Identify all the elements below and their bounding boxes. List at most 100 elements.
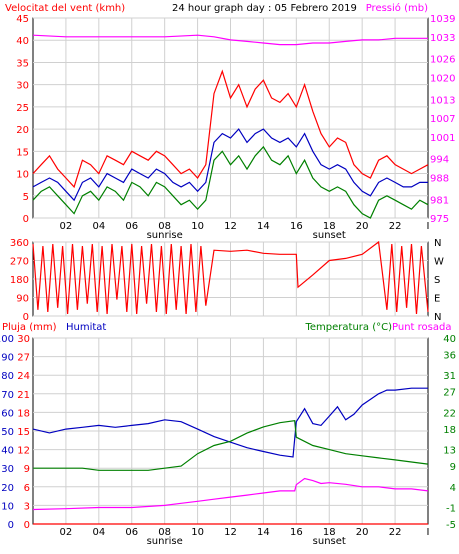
dew-point-legend: Punt rosada — [392, 322, 451, 333]
humidity-tick: 20 — [1, 483, 14, 494]
weather-temperature-line — [33, 420, 429, 471]
wind-panel-tick-label: 18 — [323, 221, 336, 232]
wind-gust-line — [32, 69, 429, 189]
compass-label: W — [434, 257, 444, 268]
compass-label: N — [434, 312, 441, 323]
temperature-legend: Temperatura (°C) — [304, 322, 392, 333]
rain-tick: 18 — [17, 408, 30, 419]
humidity-tick: 10 — [1, 501, 14, 512]
direction-tick: 180 — [10, 275, 29, 286]
temperature-tick: -5 — [446, 520, 456, 531]
wind-panel-tick-label: 02 — [60, 221, 73, 232]
wind-speed-tick: 25 — [16, 103, 29, 114]
humidity-legend: Humitat — [66, 322, 106, 333]
temperature-tick: 4 — [450, 483, 456, 494]
humidity-panel-tick-label: 02 — [60, 527, 73, 538]
wind-speed-title: Velocitat del vent (kmh) — [5, 3, 125, 14]
compass-label: N — [434, 238, 441, 249]
pressure-tick: 975 — [430, 214, 449, 225]
pressure-tick: 1026 — [430, 55, 455, 66]
rain-tick: 12 — [17, 446, 30, 457]
temperature-tick: 13 — [443, 446, 456, 457]
rain-tick: 3 — [24, 501, 30, 512]
humidity-panel-tick-label: 10 — [191, 527, 204, 538]
wind-speed-tick: 5 — [23, 192, 29, 203]
pressure-tick: 994 — [430, 155, 449, 166]
weather-humidity-line — [32, 387, 428, 458]
humidity-panel-tick-label: I — [427, 527, 430, 538]
wind-speed-tick: 15 — [16, 147, 29, 158]
pressure-tick: 1020 — [430, 73, 455, 84]
wind-speed-tick: 0 — [23, 214, 29, 225]
rain-tick: 24 — [17, 371, 30, 382]
humidity-tick: 40 — [1, 446, 14, 457]
wind-speed-tick: 30 — [16, 81, 29, 92]
compass-label: S — [434, 275, 440, 286]
wind-speed-line — [32, 145, 429, 219]
humidity-tick: 0 — [8, 520, 14, 531]
wind-panel-tick-label: 20 — [356, 221, 369, 232]
temperature-tick: 40 — [443, 334, 456, 345]
wind-pressure-line — [32, 34, 428, 46]
pressure-tick: 1039 — [430, 14, 455, 25]
rain-tick: 6 — [24, 483, 30, 494]
humidity-panel-tick-label: 14 — [257, 527, 270, 538]
rain-tick: 0 — [24, 520, 30, 531]
direction-tick: 270 — [10, 257, 29, 268]
wind-speed-tick: 40 — [16, 36, 29, 47]
wind-panel-tick-label: 10 — [191, 221, 204, 232]
humidity-tick: 30 — [1, 464, 14, 475]
humidity-tick: 80 — [1, 371, 14, 382]
temperature-tick: 22 — [443, 408, 456, 419]
rain-tick: 9 — [24, 464, 30, 475]
rain-tick: 30 — [17, 334, 30, 345]
humidity-tick: 90 — [1, 353, 14, 364]
wind-panel-tick-label: I — [427, 221, 430, 232]
humidity-tick: 70 — [1, 390, 14, 401]
wind-panel-tick-label: 06 — [125, 221, 138, 232]
pressure-tick: 988 — [430, 173, 449, 184]
direction-tick: 90 — [16, 294, 29, 305]
graph-day-title: 24 hour graph day : 05 Febrero 2019 — [172, 3, 357, 14]
wind-speed-tick: 35 — [16, 58, 29, 69]
wind-average-line — [32, 128, 428, 202]
compass-label: E — [434, 294, 440, 305]
humidity-panel-tick-label: 18 — [323, 527, 336, 538]
temperature-tick: 27 — [443, 388, 456, 399]
rain-legend: Pluja (mm) — [2, 322, 57, 333]
temperature-tick: 31 — [443, 371, 456, 382]
wind-panel-tick-label: 16 — [290, 221, 303, 232]
humidity-panel-sunset-label: sunset — [313, 536, 346, 547]
humidity-tick: 100 — [0, 334, 14, 345]
pressure-title: Pressió (mb) — [366, 2, 428, 14]
wind-speed-tick: 20 — [16, 125, 29, 136]
humidity-panel-tick-label: 06 — [125, 527, 138, 538]
pressure-tick: 1001 — [430, 133, 455, 144]
pressure-tick: 981 — [430, 195, 449, 206]
humidity-panel-tick-label: 22 — [389, 527, 402, 538]
humidity-panel-tick-label: 08 — [158, 527, 171, 538]
rain-tick: 15 — [17, 427, 30, 438]
wind-panel-tick-label: 12 — [224, 221, 237, 232]
direction-tick: 0 — [23, 312, 29, 323]
wind-panel-tick-label: 04 — [92, 221, 105, 232]
pressure-tick: 1007 — [430, 114, 455, 125]
humidity-panel-tick-label: 12 — [224, 527, 237, 538]
weather-dew_point-line — [32, 477, 429, 511]
wind-panel-tick-label: 14 — [257, 221, 270, 232]
wind-panel-tick-label: 08 — [158, 221, 171, 232]
wind-panel-tick-label: 22 — [389, 221, 402, 232]
wind-panel-sunset-label: sunset — [313, 230, 346, 241]
wind-direction-line — [32, 240, 429, 314]
temperature-tick: 9 — [450, 462, 456, 473]
temperature-tick: -1 — [446, 503, 456, 514]
humidity-panel-tick-label: 16 — [290, 527, 303, 538]
pressure-tick: 1033 — [430, 33, 455, 44]
wind-panel-sunrise-label: sunrise — [147, 230, 183, 241]
humidity-panel-tick-label: 04 — [92, 527, 105, 538]
direction-tick: 360 — [10, 238, 29, 249]
humidity-tick: 50 — [1, 427, 14, 438]
wind-speed-tick: 45 — [16, 14, 29, 25]
